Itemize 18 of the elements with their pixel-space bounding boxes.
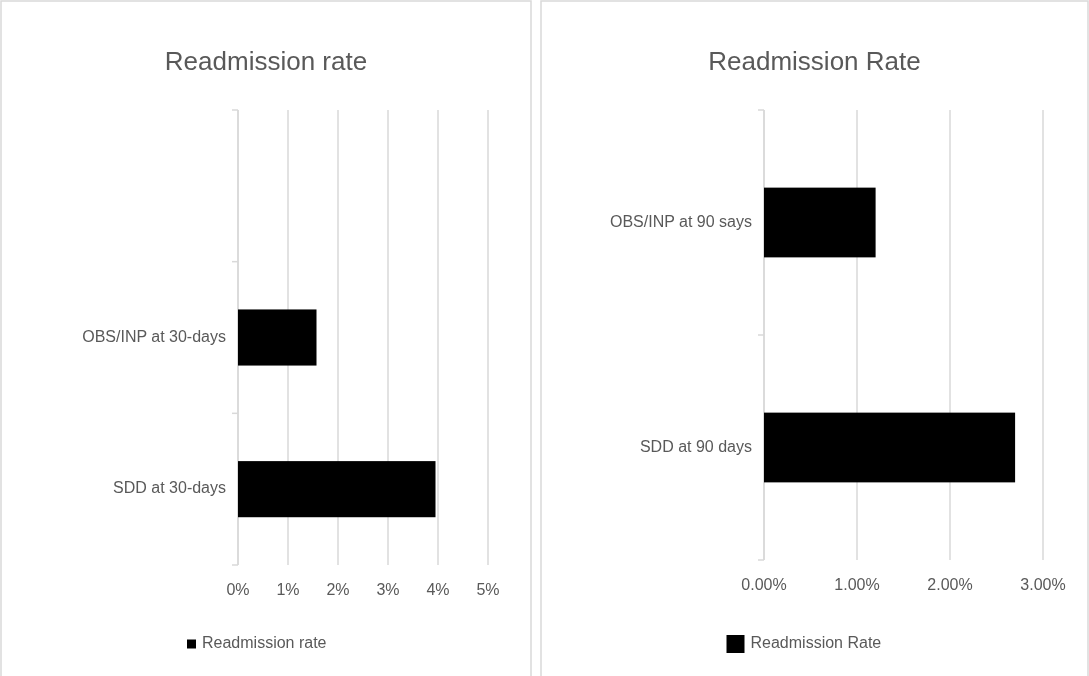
x-tick-label: 2.00% bbox=[927, 576, 973, 593]
legend-label: Readmission rate bbox=[202, 634, 327, 652]
chart-title: Readmission rate bbox=[164, 46, 368, 76]
y-tick-label: SDD at 90 days bbox=[639, 437, 752, 455]
x-tick-label: 3% bbox=[376, 581, 400, 598]
x-tick-label: 0% bbox=[226, 581, 250, 598]
x-tick-label: 1% bbox=[276, 581, 300, 598]
x-tick-label: 4% bbox=[426, 581, 450, 598]
x-tick-label: 1.00% bbox=[834, 576, 880, 593]
y-tick-label: OBS/INP at 30-days bbox=[82, 327, 226, 345]
legend-label: Readmission Rate bbox=[750, 634, 882, 652]
y-tick-label: OBS/INP at 90 says bbox=[610, 212, 752, 230]
x-tick-label: 3.00% bbox=[1020, 576, 1066, 593]
x-tick-label: 2% bbox=[326, 581, 350, 598]
y-tick-label: SDD at 30-days bbox=[113, 479, 226, 497]
x-tick-label: 0.00% bbox=[741, 576, 787, 593]
chart-title: Readmission Rate bbox=[708, 46, 921, 76]
x-tick-label: 5% bbox=[476, 581, 500, 598]
